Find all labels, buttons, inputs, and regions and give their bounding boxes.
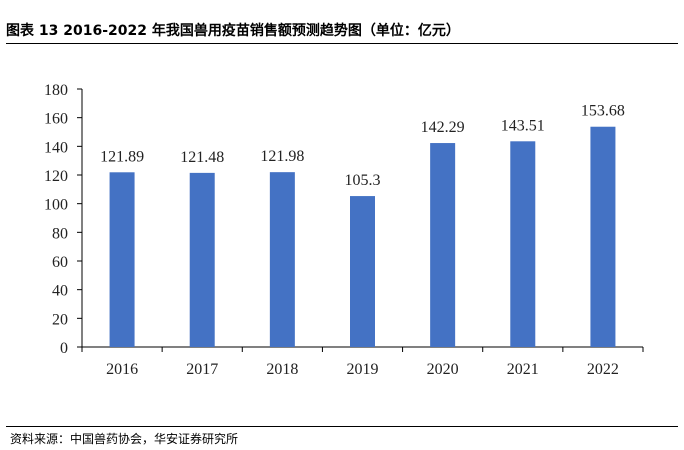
y-tick-label: 160 [44, 111, 68, 128]
bar-2016 [109, 172, 135, 347]
y-tick-label: 0 [60, 340, 68, 357]
y-tick-label: 180 [44, 82, 68, 99]
bar-2018 [269, 172, 295, 347]
value-label-2020: 142.29 [421, 119, 465, 136]
x-tick-label-2021: 2021 [507, 361, 539, 378]
y-tick-label: 120 [44, 168, 68, 185]
figure-title: 图表 13 2016-2022 年我国兽用疫苗销售额预测趋势图（单位：亿元） [6, 23, 460, 39]
title-divider [6, 43, 678, 44]
value-label-2022: 153.68 [581, 103, 625, 120]
y-tick-label: 20 [52, 311, 68, 328]
x-tick-label-2016: 2016 [106, 361, 138, 378]
bar-2020 [430, 143, 456, 347]
source-divider [6, 426, 678, 427]
source-note: 资料来源：中国兽药协会，华安证券研究所 [10, 432, 239, 446]
title-bar: 图表 13 2016-2022 年我国兽用疫苗销售额预测趋势图（单位：亿元） [6, 0, 678, 44]
value-label-2019: 105.3 [345, 172, 381, 189]
bar-2017 [189, 172, 215, 347]
chart-area: 0 20 40 60 80 100 120 140 160 180 121.89 2016 121.48… [0, 44, 684, 424]
bar-2019 [350, 196, 375, 347]
x-tick-label-2019: 2019 [347, 361, 379, 378]
bar-2022 [590, 126, 616, 347]
x-tick-label-2022: 2022 [587, 361, 619, 378]
x-tick-label-2018: 2018 [266, 361, 298, 378]
y-tick-label: 40 [52, 283, 68, 300]
y-tick-label: 60 [52, 254, 68, 271]
value-label-2017: 121.48 [180, 149, 224, 166]
bar-chart: 0 20 40 60 80 100 120 140 160 180 121.89 2016 121.48… [44, 82, 644, 378]
y-tick-label: 80 [52, 225, 68, 242]
bar-2021 [510, 141, 536, 347]
value-label-2016: 121.89 [100, 148, 144, 165]
x-tick-label-2020: 2020 [427, 361, 459, 378]
x-tick-label-2017: 2017 [186, 361, 218, 378]
value-label-2018: 121.98 [260, 148, 304, 165]
y-tick-label: 140 [44, 139, 68, 156]
y-tick-label: 100 [44, 197, 68, 214]
value-label-2021: 143.51 [501, 117, 545, 134]
